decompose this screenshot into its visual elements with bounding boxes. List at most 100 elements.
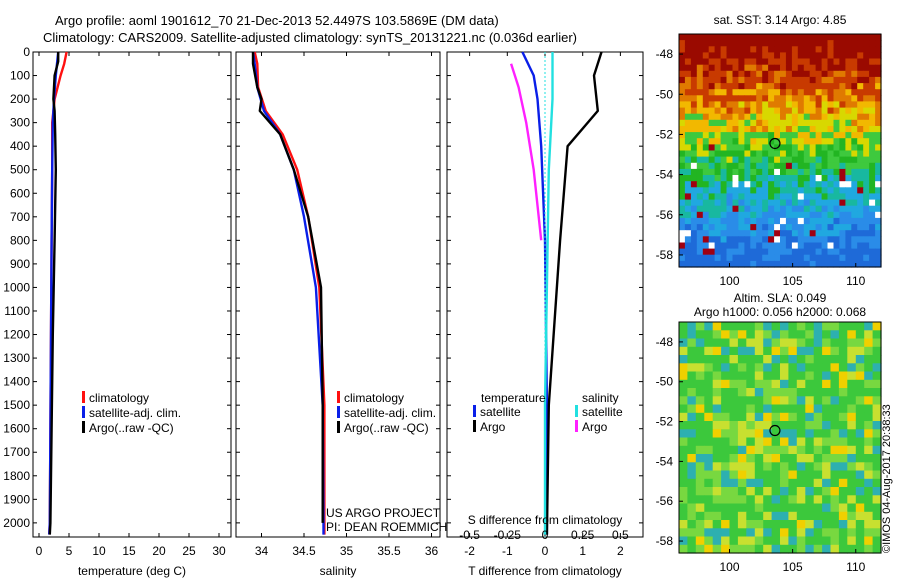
map-y-tick-label: -58 [656,248,674,262]
map-cell [771,536,781,546]
map-cell [771,478,781,488]
map-cell [687,470,697,480]
map-cell [729,478,739,488]
map-cell [695,346,705,356]
map-cell [721,322,731,331]
map-cell [714,230,722,237]
map-cell [746,487,756,496]
map-cell [746,470,756,480]
map-cell [771,528,781,538]
figure-title-line2: Climatology: CARS2009. Satellite-adjuste… [43,30,578,45]
map-cell [744,83,751,90]
map-cell [726,34,733,41]
map-cell [726,175,733,182]
map-cell [845,187,852,194]
map-cell [732,95,739,102]
map-x-tick-label: 100 [719,274,739,288]
map-cell [809,76,817,84]
map-cell [714,168,722,176]
map-cell [750,224,757,231]
map-cell [768,162,775,170]
map-cell [744,230,751,237]
map-cell [864,379,874,389]
map-cell [696,95,704,102]
map-cell [827,113,834,121]
x-tick-label: 5 [66,544,73,558]
map-cell [756,248,763,256]
map-cell [679,58,686,66]
map-cell [838,511,848,521]
map-cell [708,113,716,121]
map-cell [822,495,832,505]
map-cell [805,462,815,472]
map-cell [805,503,815,513]
map-cell [756,46,763,53]
map-cell [679,437,688,447]
legend-swatch [337,421,340,433]
map-cell [690,138,698,145]
map-cell [774,260,781,268]
map-cell [785,101,793,109]
map-cell [827,138,834,145]
map-cell [712,363,722,373]
map-cell [762,58,769,66]
map-cell [687,511,697,521]
map-cell [815,260,823,268]
map-cell [827,211,834,219]
map-cell [746,363,756,373]
map-cell [687,536,697,546]
map-cell [754,528,764,538]
map-cell [845,83,852,90]
map-cell [851,187,858,194]
map-cell [780,113,787,121]
map-cell [822,528,832,538]
map-cell [768,40,775,47]
map-cell [796,404,806,414]
map-cell [809,260,817,268]
map-cell [750,83,757,90]
map-cell [872,536,882,546]
map-cell [732,46,739,53]
map-cell [690,70,698,78]
map-cell [851,254,858,262]
map-cell [708,119,716,127]
map-cell [869,168,876,176]
map-cell [744,224,751,231]
map-cell [845,217,852,225]
map-cell [684,89,692,96]
map-cell [754,536,764,546]
map-cell [796,462,806,472]
map-cell [851,83,858,90]
map-cell [687,520,697,529]
map-cell [857,132,864,139]
map-cell [869,248,876,256]
map-cell [847,363,857,373]
map-cell [788,421,798,430]
map-cell [838,544,848,554]
map-cell [830,536,840,546]
depth-tick-label: 700 [10,210,30,224]
map-cell [791,217,799,225]
map-cell [855,371,865,381]
map-cell [684,40,692,47]
map-cell [732,52,739,60]
map-cell [695,544,705,554]
map-cell [679,150,686,158]
map-cell [771,520,781,529]
map-cell [737,404,747,414]
map-cell [863,144,870,152]
map-cell [762,95,769,102]
map-cell [763,363,773,373]
map-cell [830,371,840,381]
map-cell [720,236,728,243]
map-cell [780,217,787,225]
map-cell [830,487,840,496]
map-cell [771,462,781,472]
map-cell [788,511,798,521]
map-cell [780,260,787,268]
map-cell [797,260,805,268]
map-cell [815,175,823,182]
map-cell [763,445,773,455]
map-cell [872,421,882,430]
map-cell [679,346,688,356]
